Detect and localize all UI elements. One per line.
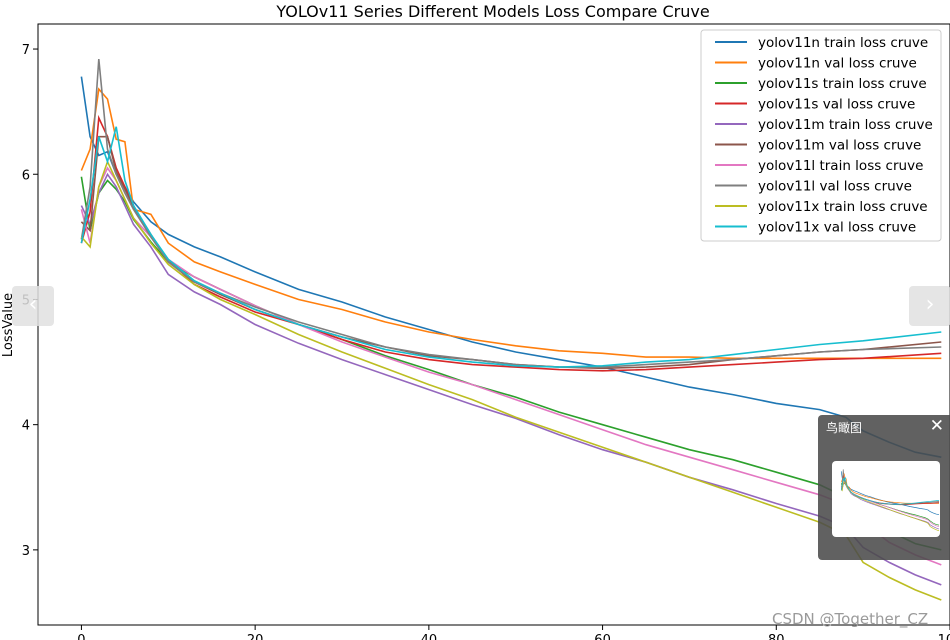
legend-entry: yolov11l val loss cruve <box>758 179 912 195</box>
minimap-viewport[interactable] <box>832 461 940 537</box>
legend-box <box>700 29 942 242</box>
minimap-thumbnail <box>840 469 940 532</box>
minimap-title: 鸟瞰图 <box>826 421 863 435</box>
series-line-yolov11s-val-loss-cruve <box>80 114 942 372</box>
legend-entry: yolov11x val loss cruve <box>758 220 916 236</box>
minimap-series-line <box>840 471 940 504</box>
previous-image-button[interactable]: ‹ <box>12 286 54 326</box>
legend-entry: yolov11m val loss cruve <box>758 138 921 154</box>
next-image-button[interactable]: › <box>909 286 950 326</box>
y-tick-label: 7 <box>22 43 30 58</box>
y-tick-label: 6 <box>22 168 30 183</box>
legend: yolov11n train loss cruve yolov11n val lo… <box>700 29 942 242</box>
legend-entry: yolov11s train loss cruve <box>758 76 927 92</box>
minimap-series-line <box>840 469 940 505</box>
legend-entry: yolov11m train loss cruve <box>758 117 933 133</box>
x-tick-label: 60 <box>594 633 611 640</box>
x-tick-label: 20 <box>247 633 264 640</box>
x-tick-label: 40 <box>421 633 438 640</box>
legend-entry: yolov11n train loss cruve <box>758 35 928 51</box>
legend-entry: yolov11n val loss cruve <box>758 56 917 72</box>
minimap-panel: 鸟瞰图 ✕ <box>818 415 950 560</box>
x-tick-label: 100 <box>938 633 950 640</box>
minimap-series-line <box>840 480 940 532</box>
y-tick-label: 4 <box>22 419 30 434</box>
series-line-yolov11x-val-loss-cruve <box>80 126 942 368</box>
y-tick-label: 3 <box>22 544 30 559</box>
minimap-series-line <box>840 474 940 506</box>
legend-entry: yolov11l train loss cruve <box>758 158 923 174</box>
legend-entry: yolov11s val loss cruve <box>758 97 915 113</box>
chevron-left-icon: ‹ <box>28 292 38 317</box>
series-line-yolov11l-val-loss-cruve <box>80 59 942 368</box>
legend-entry: yolov11x train loss cruve <box>758 199 928 215</box>
x-tick-label: 80 <box>768 633 785 640</box>
chart-title: YOLOv11 Series Different Models Loss Com… <box>275 2 709 21</box>
x-tick-label: 0 <box>77 633 85 640</box>
minimap-series-line <box>840 476 940 505</box>
minimap-series-line <box>840 481 940 530</box>
chevron-right-icon: › <box>925 292 935 317</box>
close-icon[interactable]: ✕ <box>929 416 944 436</box>
watermark: CSDN @Together_CZ <box>772 610 929 628</box>
